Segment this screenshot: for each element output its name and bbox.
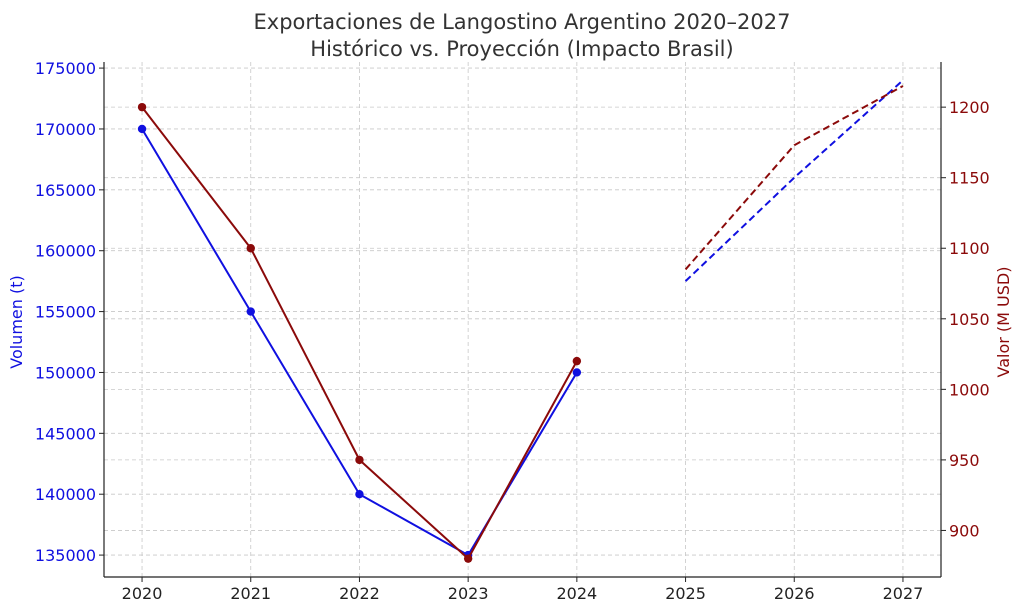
x-tick-label: 2021 [230, 584, 271, 603]
right-tick-label: 950 [949, 451, 980, 470]
left-tick-label: 150000 [35, 363, 96, 382]
left-tick-label: 170000 [35, 120, 96, 139]
x-tick-label: 2025 [665, 584, 706, 603]
series-point-0 [137, 124, 147, 134]
right-tick-label: 1200 [949, 98, 990, 117]
series-point-0 [246, 307, 255, 316]
left-tick-label: 165000 [35, 181, 96, 200]
left-tick-label: 135000 [35, 546, 96, 565]
series [137, 79, 904, 563]
right-tick-label: 1100 [949, 239, 990, 258]
chart-subtitle: Histórico vs. Proyección (Impacto Brasil… [310, 37, 733, 61]
x-tick-label: 2023 [448, 584, 489, 603]
series-line-2 [684, 79, 904, 282]
left-tick-label: 160000 [35, 242, 96, 261]
tick-labels: 2020 2021 2022 2023 2024 2025 2026 2027 135000 14… [35, 59, 990, 603]
x-tick-label: 2022 [339, 584, 380, 603]
x-tick-label: 2026 [774, 584, 815, 603]
series-point-0 [572, 368, 582, 377]
series-point-1 [572, 356, 582, 366]
right-axis-label: Valor (M USD) [994, 267, 1013, 378]
series-point-1 [137, 102, 147, 112]
left-tick-label: 175000 [35, 59, 96, 78]
x-tick-label: 2027 [883, 584, 924, 603]
right-tick-label: 1150 [949, 169, 990, 188]
series-point-1 [355, 455, 364, 465]
series-point-0 [355, 490, 364, 499]
x-tick-label: 2024 [556, 584, 597, 603]
right-tick-label: 1050 [949, 310, 990, 329]
series-point-1 [246, 244, 255, 253]
left-tick-label: 140000 [35, 485, 96, 504]
left-tick-label: 155000 [35, 303, 96, 322]
right-tick-label: 900 [949, 521, 980, 540]
right-tick-label: 1000 [949, 380, 990, 399]
series-line-3 [684, 85, 904, 271]
left-tick-label: 145000 [35, 424, 96, 443]
grid [104, 62, 941, 577]
chart-title: Exportaciones de Langostino Argentino 20… [254, 10, 791, 34]
left-axis-label: Volumen (t) [7, 275, 26, 369]
x-tick-label: 2020 [122, 584, 163, 603]
axes [99, 62, 946, 582]
series-point-1 [463, 554, 473, 563]
